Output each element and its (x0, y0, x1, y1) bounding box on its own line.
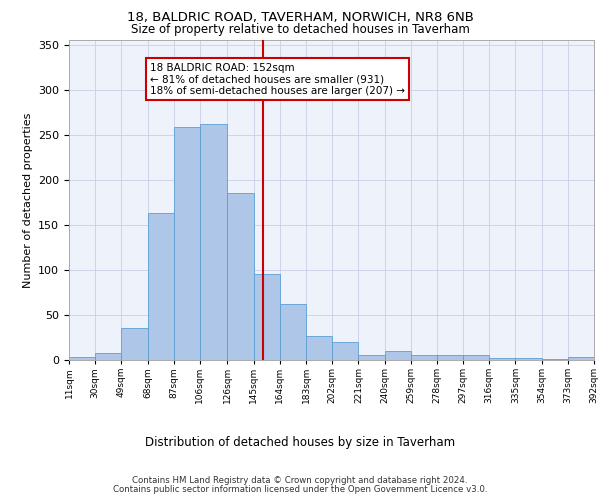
Bar (515, 358, 542, 360)
Bar (69, 358, 95, 360)
Text: Contains public sector information licensed under the Open Government Licence v3: Contains public sector information licen… (113, 484, 487, 494)
Bar (489, 358, 515, 360)
Bar (306, 336, 332, 360)
Text: Size of property relative to detached houses in Taverham: Size of property relative to detached ho… (131, 22, 469, 36)
Text: 18, BALDRIC ROAD, TAVERHAM, NORWICH, NR8 6NB: 18, BALDRIC ROAD, TAVERHAM, NORWICH, NR8… (127, 11, 473, 24)
Bar (411, 356, 437, 360)
Text: 18 BALDRIC ROAD: 152sqm
← 81% of detached houses are smaller (931)
18% of semi-d: 18 BALDRIC ROAD: 152sqm ← 81% of detache… (150, 62, 405, 96)
Bar (200, 124, 227, 360)
Bar (437, 354, 463, 360)
Bar (227, 193, 254, 360)
Text: Contains HM Land Registry data © Crown copyright and database right 2024.: Contains HM Land Registry data © Crown c… (132, 476, 468, 485)
Bar (95, 353, 121, 360)
Bar (385, 351, 411, 360)
Bar (542, 359, 568, 360)
Bar (121, 328, 148, 360)
Bar (254, 274, 280, 360)
Bar (174, 128, 200, 360)
Y-axis label: Number of detached properties: Number of detached properties (23, 112, 32, 288)
Bar (280, 304, 306, 360)
Bar (463, 356, 489, 360)
Text: Distribution of detached houses by size in Taverham: Distribution of detached houses by size … (145, 436, 455, 449)
Bar (358, 356, 385, 360)
Bar (148, 213, 174, 360)
Bar (568, 358, 594, 360)
Bar (332, 342, 358, 360)
